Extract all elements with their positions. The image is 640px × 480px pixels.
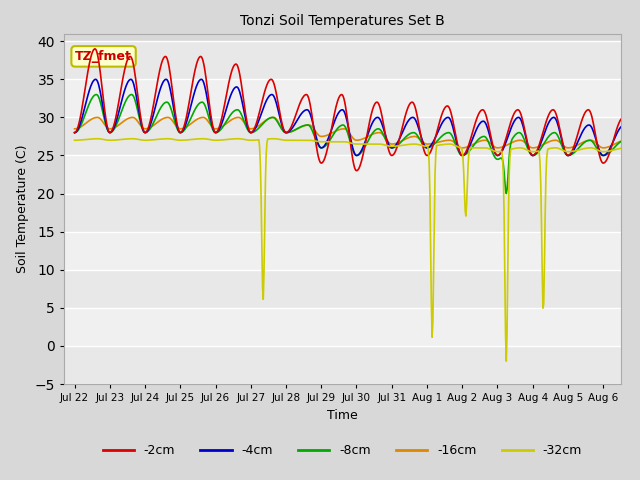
Text: TZ_fmet: TZ_fmet xyxy=(75,50,132,63)
Title: Tonzi Soil Temperatures Set B: Tonzi Soil Temperatures Set B xyxy=(240,14,445,28)
Y-axis label: Soil Temperature (C): Soil Temperature (C) xyxy=(16,144,29,273)
Bar xyxy=(64,156,621,193)
Legend: -2cm, -4cm, -8cm, -16cm, -32cm: -2cm, -4cm, -8cm, -16cm, -32cm xyxy=(97,439,588,462)
X-axis label: Time: Time xyxy=(327,408,358,421)
Bar xyxy=(64,41,621,79)
Bar xyxy=(64,79,621,118)
Bar xyxy=(64,118,621,156)
Bar xyxy=(64,270,621,308)
Bar xyxy=(64,193,621,232)
Bar xyxy=(64,308,621,346)
Bar xyxy=(64,232,621,270)
Bar xyxy=(64,346,621,384)
